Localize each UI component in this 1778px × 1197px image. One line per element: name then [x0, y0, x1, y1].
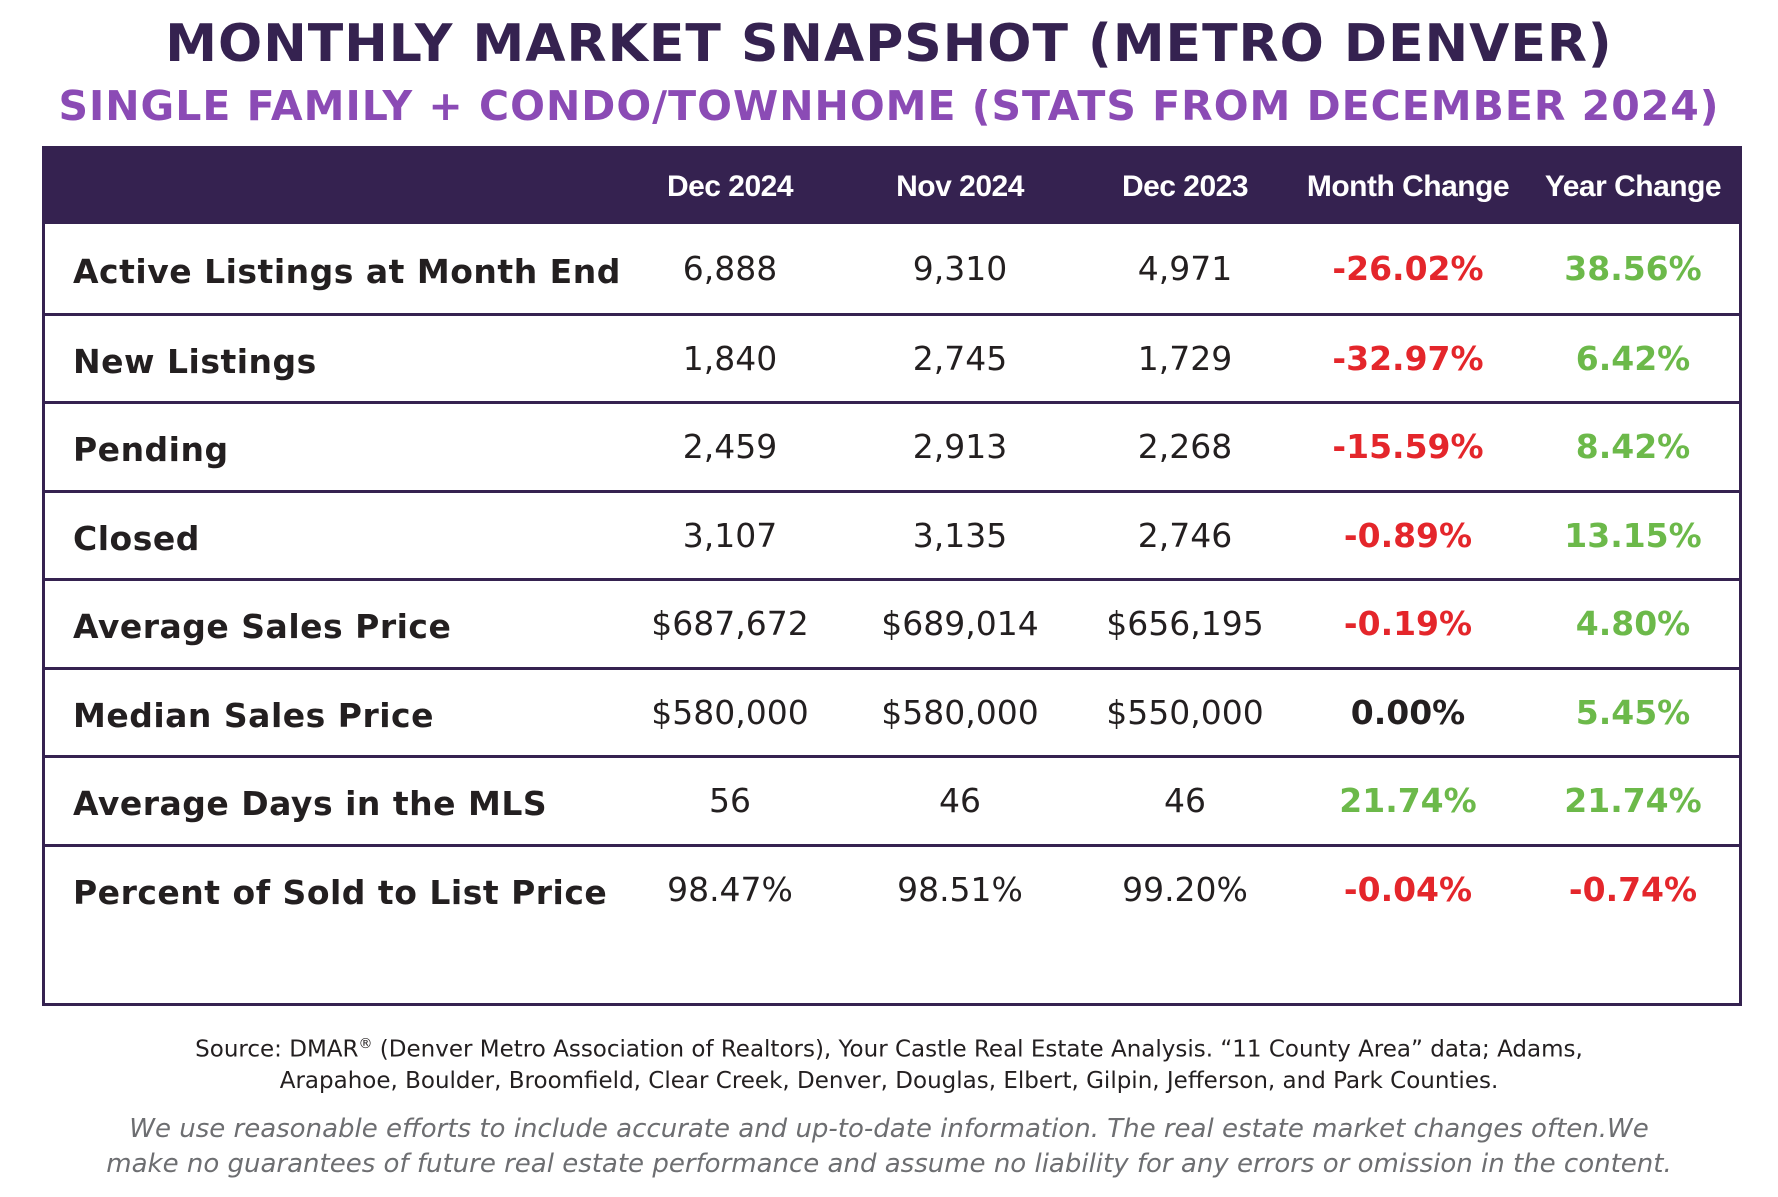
cell-month-change: -32.97%	[1332, 338, 1484, 378]
page-title: MONTHLY MARKET SNAPSHOT (METRO DENVER)	[165, 14, 1613, 74]
cell-nov-2024: 2,745	[912, 338, 1008, 378]
source-line-1-rest: (Denver Metro Association of Realtors), …	[372, 1036, 1583, 1063]
cell-nov-2024: 3,135	[912, 515, 1008, 555]
cell-dec-2023: 4,971	[1137, 248, 1233, 288]
row-label: Average Days in the MLS	[73, 784, 548, 824]
table-header-row: Dec 2024 Nov 2024 Dec 2023 Month Change …	[45, 149, 1739, 224]
source-note: Source: DMAR® (Denver Metro Association …	[0, 1029, 1778, 1097]
cell-year-change: -0.74%	[1568, 869, 1698, 909]
table-row: New Listings 1,840 2,745 1,729 -32.97% 6.42%	[45, 312, 1739, 402]
cell-year-change: 13.15%	[1564, 515, 1702, 555]
header-dec-2024: Dec 2024	[666, 170, 794, 203]
cell-year-change: 21.74%	[1564, 781, 1702, 821]
table-row: Percent of Sold to List Price 98.47% 98.51…	[45, 843, 1739, 933]
row-label: Closed	[73, 518, 200, 558]
table-row: Pending 2,459 2,913 2,268 -15.59% 8.42%	[45, 401, 1739, 490]
cell-month-change: 0.00%	[1350, 692, 1466, 732]
source-line-1: Source: DMAR® (Denver Metro Association …	[0, 1029, 1778, 1066]
cell-month-change: -15.59%	[1332, 427, 1484, 467]
cell-year-change: 6.42%	[1575, 338, 1691, 378]
table-row: Average Days in the MLS 56 46 46 21.74% 21.74…	[45, 755, 1739, 844]
cell-nov-2024: 2,913	[912, 427, 1008, 467]
cell-month-change: -0.19%	[1343, 604, 1473, 644]
cell-dec-2024: 2,459	[682, 427, 778, 467]
table-row: Median Sales Price $580,000 $580,000 $550,0…	[45, 666, 1739, 756]
cell-dec-2024: 1,840	[682, 338, 778, 378]
cell-dec-2024: 6,888	[682, 248, 778, 288]
cell-dec-2024: 3,107	[682, 515, 778, 555]
cell-month-change: -0.89%	[1343, 515, 1473, 555]
header-month-change: Month Change	[1306, 170, 1510, 203]
cell-dec-2024: $580,000	[651, 692, 809, 732]
cell-nov-2024: $580,000	[881, 692, 1039, 732]
cell-dec-2023: 46	[1164, 781, 1206, 821]
row-label: Median Sales Price	[73, 695, 434, 735]
cell-nov-2024: 9,310	[912, 248, 1008, 288]
header-nov-2024: Nov 2024	[896, 170, 1024, 203]
cell-dec-2023: 1,729	[1137, 338, 1233, 378]
header-year-change: Year Change	[1544, 170, 1722, 203]
page-subtitle: SINGLE FAMILY + CONDO/TOWNHOME (STATS FR…	[58, 82, 1720, 130]
disclaimer-line-2: make no guarantees of future real estate…	[106, 1149, 1672, 1179]
registered-mark: ®	[358, 1036, 373, 1052]
disclaimer-line-1: We use reasonable efforts to include acc…	[129, 1114, 1649, 1144]
cell-nov-2024: 98.51%	[897, 869, 1023, 909]
cell-nov-2024: $689,014	[881, 604, 1039, 644]
row-label: Average Sales Price	[73, 607, 452, 647]
cell-month-change: -0.04%	[1343, 869, 1473, 909]
cell-month-change: 21.74%	[1339, 781, 1477, 821]
cell-nov-2024: 46	[939, 781, 981, 821]
cell-year-change: 4.80%	[1575, 604, 1691, 644]
cell-year-change: 38.56%	[1564, 248, 1702, 288]
table-row: Active Listings at Month End 6,888 9,310 4,…	[45, 224, 1739, 313]
cell-dec-2023: 2,268	[1137, 427, 1233, 467]
disclaimer: We use reasonable efforts to include acc…	[0, 1112, 1778, 1182]
row-label: Active Listings at Month End	[73, 251, 621, 291]
cell-dec-2024: 98.47%	[667, 869, 793, 909]
row-label: New Listings	[73, 341, 317, 381]
cell-dec-2023: 2,746	[1137, 515, 1233, 555]
source-line-2: Arapahoe, Boulder, Broomfield, Clear Cre…	[279, 1067, 1499, 1094]
cell-year-change: 8.42%	[1575, 427, 1691, 467]
row-label: Percent of Sold to List Price	[73, 872, 608, 912]
cell-dec-2024: 56	[709, 781, 751, 821]
cell-year-change: 5.45%	[1575, 692, 1691, 732]
header-dec-2023: Dec 2023	[1121, 170, 1249, 203]
cell-month-change: -26.02%	[1332, 248, 1484, 288]
market-snapshot-table: Dec 2024 Nov 2024 Dec 2023 Month Change …	[42, 146, 1742, 1006]
cell-dec-2024: $687,672	[651, 604, 809, 644]
table-row: Closed 3,107 3,135 2,746 -0.89% 13.15%	[45, 489, 1739, 579]
cell-dec-2023: $550,000	[1106, 692, 1264, 732]
cell-dec-2023: 99.20%	[1122, 869, 1248, 909]
row-label: Pending	[73, 430, 229, 470]
table-row: Average Sales Price $687,672 $689,014 $656,…	[45, 578, 1739, 667]
cell-dec-2023: $656,195	[1106, 604, 1264, 644]
source-prefix: Source: DMAR	[195, 1036, 359, 1063]
